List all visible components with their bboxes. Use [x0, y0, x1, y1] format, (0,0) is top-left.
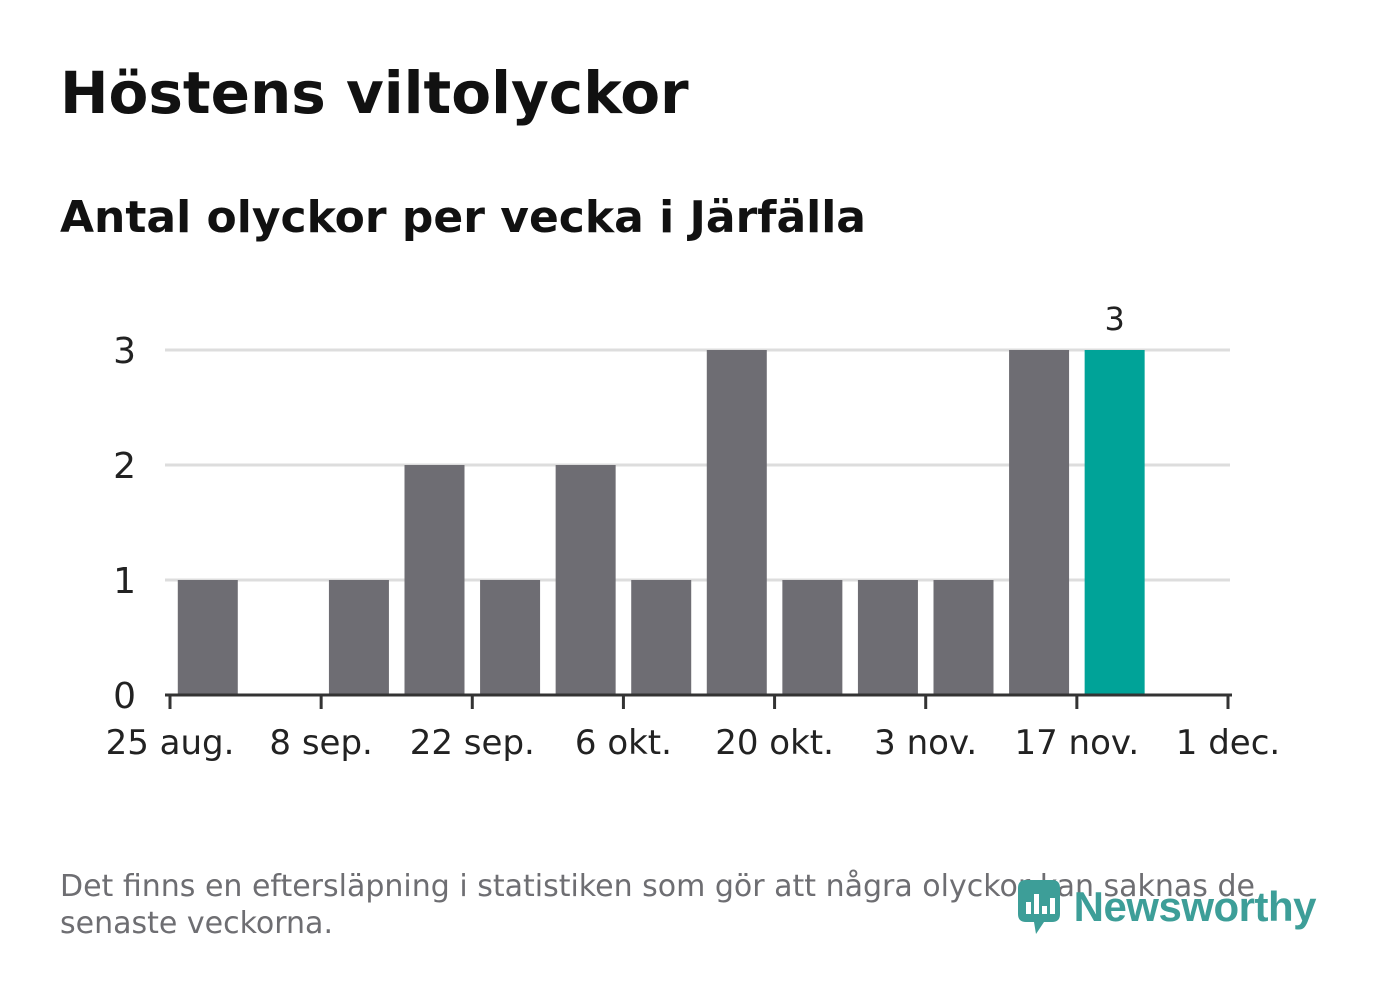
bar-highlight: [1084, 350, 1145, 695]
x-tick-label: 20 okt.: [715, 723, 834, 763]
x-tick-label: 22 sep.: [410, 723, 535, 763]
bar-value-label: 3: [1104, 300, 1124, 338]
y-tick-label: 1: [113, 561, 136, 602]
bars: [177, 350, 1145, 695]
bar: [706, 350, 767, 695]
y-tick-label: 2: [113, 446, 136, 487]
bar: [631, 580, 692, 695]
bar: [857, 580, 918, 695]
labels: 0 1 2 3 3 25 aug. 8 sep. 22 sep. 6 okt. 20 okt. 3 …: [106, 300, 1281, 763]
bar: [933, 580, 994, 695]
gridlines: [165, 348, 1230, 582]
bar: [782, 580, 843, 695]
bar: [328, 580, 389, 695]
x-tick-label: 1 dec.: [1176, 723, 1280, 763]
x-tick-label: 3 nov.: [874, 723, 977, 763]
y-tick-label: 3: [113, 331, 136, 372]
chart-title: Höstens viltolyckor: [60, 59, 689, 127]
chart-subtitle: Antal olyckor per vecka i Järfälla: [60, 192, 866, 243]
bar: [480, 580, 541, 695]
y-tick-label: 0: [113, 676, 136, 717]
newsworthy-logo-icon: [1017, 880, 1060, 934]
x-tick-label: 6 okt.: [575, 723, 672, 763]
logo-text: Newsworthy: [1073, 883, 1317, 930]
bar: [404, 465, 465, 695]
bar: [1009, 350, 1070, 695]
x-tick-label: 25 aug.: [106, 723, 235, 763]
x-tick-label: 17 nov.: [1014, 723, 1139, 763]
axes: [165, 693, 1232, 709]
x-tick-label: 8 sep.: [269, 723, 372, 763]
bar: [177, 580, 238, 695]
newsworthy-logo: Newsworthy: [1014, 876, 1317, 938]
bar: [555, 465, 616, 695]
